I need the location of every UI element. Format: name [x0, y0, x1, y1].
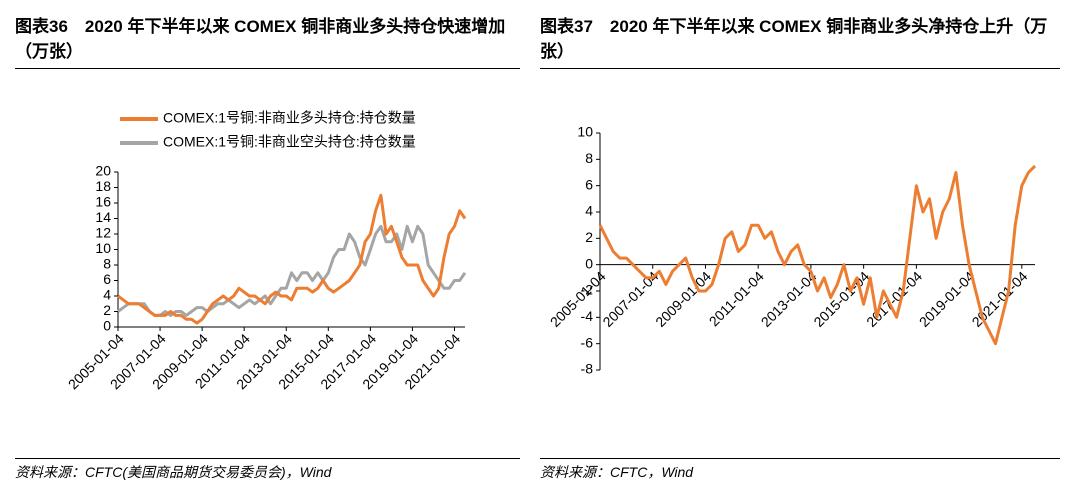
y-tick-label: -8 [581, 361, 594, 377]
y-tick-label: -2 [581, 282, 594, 298]
y-tick-label: 6 [585, 176, 593, 192]
legend-label: COMEX:1号铜:非商业空头持仓:持仓数量 [163, 134, 416, 150]
series-line [598, 164, 1037, 346]
y-tick-label: -6 [581, 334, 594, 350]
y-tick-label: 2 [103, 302, 111, 318]
x-tick-label: 2013-01-04 [758, 268, 820, 330]
y-tick-label: 0 [585, 255, 593, 271]
chart-title: 图表37 2020 年下半年以来 COMEX 铜非商业多头净持仓上升（万张） [540, 14, 1060, 69]
x-tick-label: 2019-01-04 [916, 268, 978, 330]
y-tick-label: 16 [95, 194, 111, 210]
source-note: 资料来源：CFTC(美国商品期货交易委员会)，Wind [15, 458, 520, 484]
source-note: 资料来源：CFTC，Wind [540, 458, 1060, 484]
series-line [117, 193, 467, 325]
y-tick-label: 10 [95, 240, 111, 256]
y-tick-label: 4 [585, 203, 593, 219]
y-tick-label: 6 [103, 271, 111, 287]
y-tick-label: 12 [95, 225, 111, 241]
y-tick-label: -4 [581, 308, 594, 324]
y-tick-label: 4 [103, 287, 111, 303]
y-tick-label: 2 [585, 229, 593, 245]
y-tick-label: 0 [103, 318, 111, 334]
y-tick-label: 18 [95, 178, 111, 194]
y-tick-label: 8 [585, 150, 593, 166]
chart-title: 图表36 2020 年下半年以来 COMEX 铜非商业多头持仓快速增加（万张） [15, 14, 520, 69]
series-line [117, 224, 467, 317]
y-tick-label: 20 [95, 163, 111, 179]
legend-label: COMEX:1号铜:非商业多头持仓:持仓数量 [163, 110, 416, 126]
y-tick-label: 14 [95, 209, 111, 225]
y-tick-label: 8 [103, 256, 111, 272]
y-tick-label: 10 [577, 124, 593, 140]
